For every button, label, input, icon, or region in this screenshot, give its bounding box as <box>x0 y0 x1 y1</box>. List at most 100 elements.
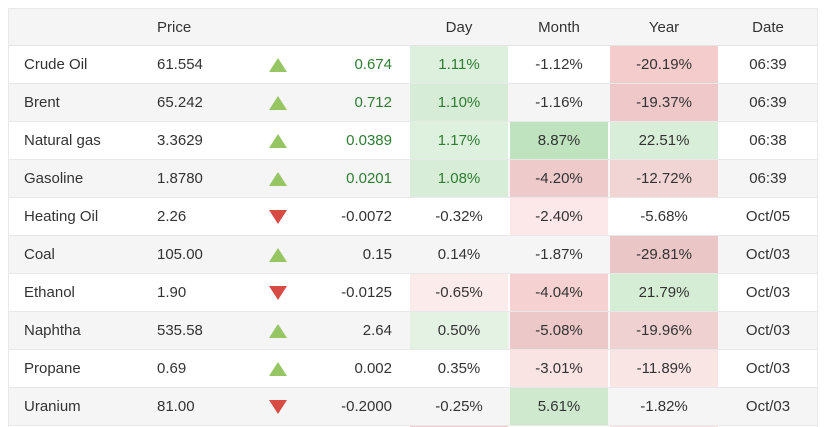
month-cell: -4.04% <box>509 274 609 312</box>
month-cell: 5.61% <box>509 388 609 426</box>
month-cell: -3.01% <box>509 350 609 388</box>
header-month: Month <box>509 9 609 46</box>
price-cell: 535.58 <box>149 312 254 350</box>
day-cell: 1.10% <box>409 84 509 122</box>
commodity-name-cell: Naphtha <box>9 312 149 350</box>
year-value: -5.68% <box>610 198 718 235</box>
up-arrow-icon <box>269 172 287 186</box>
commodity-row[interactable]: Natural gas 3.3629 0.0389 1.17% 8.87% 22… <box>9 122 817 160</box>
header-commodity <box>9 9 149 46</box>
day-cell: 1.11% <box>409 46 509 84</box>
commodity-row[interactable]: Uranium 81.00 -0.2000 -0.25% 5.61% -1.82… <box>9 388 817 426</box>
month-value: -1.16% <box>510 84 608 121</box>
header-price: Price <box>149 9 254 46</box>
commodity-name-cell: Gasoline <box>9 160 149 198</box>
price-cell: 105.00 <box>149 236 254 274</box>
down-arrow-icon <box>269 286 287 300</box>
year-value: 21.79% <box>610 274 718 311</box>
header-row: Price Day Month Year Date <box>9 9 817 46</box>
date-cell: Oct/03 <box>719 312 817 350</box>
date-cell: 06:39 <box>719 84 817 122</box>
commodity-name-cell: Crude Oil <box>9 46 149 84</box>
header-date: Date <box>719 9 817 46</box>
day-value: 1.08% <box>410 160 508 197</box>
year-cell: -19.37% <box>609 84 719 122</box>
commodity-name-cell: Coal <box>9 236 149 274</box>
commodity-row[interactable]: Ethanol 1.90 -0.0125 -0.65% -4.04% 21.79… <box>9 274 817 312</box>
commodities-table: Price Day Month Year Date Crude Oil 61.5… <box>9 9 817 427</box>
direction-cell <box>254 198 301 236</box>
month-value: -4.04% <box>510 274 608 311</box>
date-cell: 06:39 <box>719 46 817 84</box>
direction-cell <box>254 312 301 350</box>
direction-cell <box>254 236 301 274</box>
up-arrow-icon <box>269 96 287 110</box>
year-cell: -1.82% <box>609 388 719 426</box>
commodity-row[interactable]: Brent 65.242 0.712 1.10% -1.16% -19.37% … <box>9 84 817 122</box>
date-cell: Oct/03 <box>719 350 817 388</box>
price-cell: 0.69 <box>149 350 254 388</box>
change-cell: 0.0201 <box>301 160 409 198</box>
month-value: -2.40% <box>510 198 608 235</box>
header-day: Day <box>409 9 509 46</box>
commodity-row[interactable]: Naphtha 535.58 2.64 0.50% -5.08% -19.96%… <box>9 312 817 350</box>
year-cell: 21.79% <box>609 274 719 312</box>
month-value: -4.20% <box>510 160 608 197</box>
up-arrow-icon <box>269 248 287 262</box>
year-value: -12.72% <box>610 160 718 197</box>
change-cell: -0.0125 <box>301 274 409 312</box>
year-value: -29.81% <box>610 236 718 273</box>
commodity-row[interactable]: Gasoline 1.8780 0.0201 1.08% -4.20% -12.… <box>9 160 817 198</box>
year-value: -1.82% <box>610 388 718 425</box>
header-year: Year <box>609 9 719 46</box>
price-cell: 3.3629 <box>149 122 254 160</box>
commodity-name-cell: Propane <box>9 350 149 388</box>
day-value: 0.35% <box>410 350 508 387</box>
direction-cell <box>254 122 301 160</box>
year-cell: -12.72% <box>609 160 719 198</box>
commodity-row[interactable]: Coal 105.00 0.15 0.14% -1.87% -29.81% Oc… <box>9 236 817 274</box>
month-value: 8.87% <box>510 122 608 159</box>
down-arrow-icon <box>269 210 287 224</box>
commodity-name-cell: Heating Oil <box>9 198 149 236</box>
date-cell: Oct/05 <box>719 198 817 236</box>
year-value: -11.89% <box>610 350 718 387</box>
up-arrow-icon <box>269 58 287 72</box>
day-cell: 1.17% <box>409 122 509 160</box>
commodity-row[interactable]: Heating Oil 2.26 -0.0072 -0.32% -2.40% -… <box>9 198 817 236</box>
day-value: 1.10% <box>410 84 508 121</box>
date-cell: Oct/03 <box>719 236 817 274</box>
header-change <box>301 9 409 46</box>
change-cell: 0.002 <box>301 350 409 388</box>
year-cell: -29.81% <box>609 236 719 274</box>
direction-cell <box>254 46 301 84</box>
year-cell: -5.68% <box>609 198 719 236</box>
day-value: -0.65% <box>410 274 508 311</box>
day-value: 0.50% <box>410 312 508 349</box>
day-value: 1.11% <box>410 46 508 83</box>
change-cell: 0.674 <box>301 46 409 84</box>
direction-cell <box>254 388 301 426</box>
direction-cell <box>254 84 301 122</box>
date-cell: 06:39 <box>719 160 817 198</box>
change-cell: -0.2000 <box>301 388 409 426</box>
year-value: 22.51% <box>610 122 718 159</box>
commodity-row[interactable]: Crude Oil 61.554 0.674 1.11% -1.12% -20.… <box>9 46 817 84</box>
year-cell: -11.89% <box>609 350 719 388</box>
commodity-row[interactable]: Propane 0.69 0.002 0.35% -3.01% -11.89% … <box>9 350 817 388</box>
commodities-table-container: Price Day Month Year Date Crude Oil 61.5… <box>8 8 818 427</box>
month-cell: -1.87% <box>509 236 609 274</box>
month-cell: 8.87% <box>509 122 609 160</box>
day-value: -0.32% <box>410 198 508 235</box>
commodity-name-cell: Uranium <box>9 388 149 426</box>
commodity-name-cell: Brent <box>9 84 149 122</box>
year-cell: 22.51% <box>609 122 719 160</box>
header-direction <box>254 9 301 46</box>
year-value: -19.96% <box>610 312 718 349</box>
price-cell: 81.00 <box>149 388 254 426</box>
down-arrow-icon <box>269 400 287 414</box>
commodity-name-cell: Ethanol <box>9 274 149 312</box>
price-cell: 1.8780 <box>149 160 254 198</box>
day-cell: 0.14% <box>409 236 509 274</box>
up-arrow-icon <box>269 134 287 148</box>
